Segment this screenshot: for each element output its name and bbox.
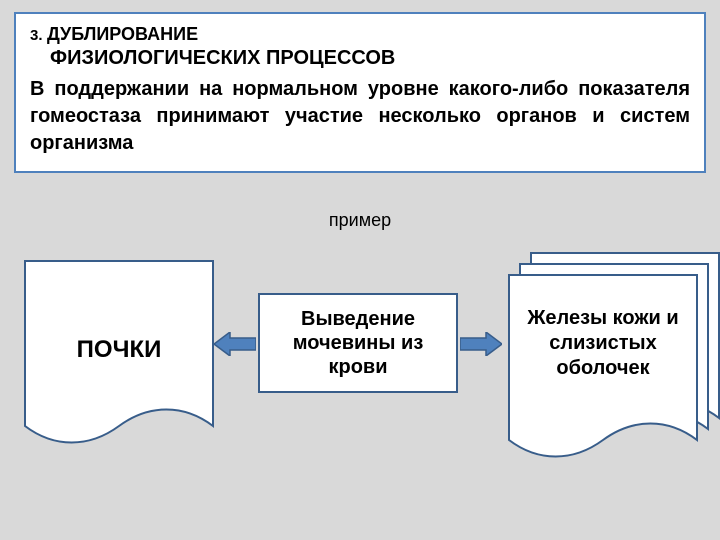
example-label: пример: [0, 210, 720, 231]
header-title-line1: 3. ДУБЛИРОВАНИЕ: [30, 24, 690, 45]
header-prefix: 3.: [30, 27, 43, 44]
header-box: 3. ДУБЛИРОВАНИЕ ФИЗИОЛОГИЧЕСКИХ ПРОЦЕССО…: [14, 12, 706, 173]
left-card: ПОЧКИ: [24, 260, 214, 450]
header-title1: ДУБЛИРОВАНИЕ: [47, 24, 198, 44]
arrow-left: [214, 332, 256, 356]
middle-box: Выведение мочевины из крови: [258, 293, 458, 393]
right-card: Железы кожи и слизистых оболочек: [508, 274, 698, 464]
arrow-left-icon: [214, 332, 256, 356]
arrow-right-icon: [460, 332, 502, 356]
middle-box-label: Выведение мочевины из крови: [266, 307, 450, 379]
arrow-right: [460, 332, 502, 356]
left-card-label: ПОЧКИ: [24, 336, 214, 364]
header-title2: ФИЗИОЛОГИЧЕСКИХ ПРОЦЕССОВ: [50, 47, 690, 70]
header-body: В поддержании на нормальном уровне каког…: [30, 76, 690, 157]
right-card-label: Железы кожи и слизистых оболочек: [508, 306, 698, 381]
